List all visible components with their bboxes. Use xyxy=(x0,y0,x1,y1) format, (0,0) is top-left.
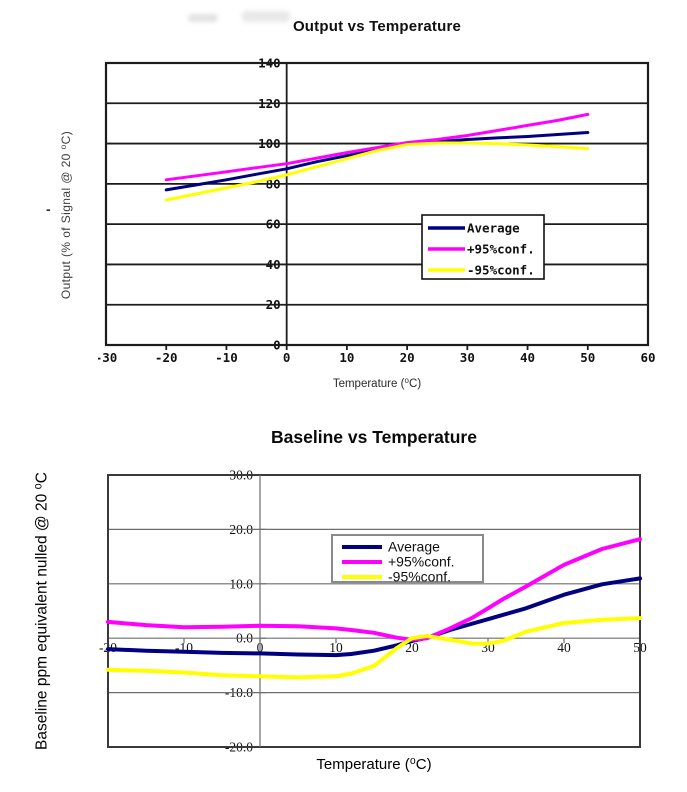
x-tick-label: 30 xyxy=(460,350,475,365)
series-line-average xyxy=(164,131,590,192)
x-tick-label: -10 xyxy=(215,350,238,365)
x-tick-label: 10 xyxy=(339,350,354,365)
y-axis-title: Baseline ppm equivalent nulled @ 20 ⁰C xyxy=(33,472,51,750)
legend-label: +95%conf. xyxy=(388,554,455,570)
scan-artifact xyxy=(242,11,290,22)
scan-artifact xyxy=(188,14,218,22)
x-axis-title: Temperature (⁰C) xyxy=(316,756,432,773)
x-tick-label: 60 xyxy=(640,350,655,365)
series-line-95conf xyxy=(164,141,590,202)
legend-label: Average xyxy=(467,221,520,236)
x-tick-label: -30 xyxy=(98,350,117,365)
y-tick-label: 140 xyxy=(258,58,281,71)
x-tick-label: 10 xyxy=(329,640,343,655)
legend-label: -95%conf. xyxy=(467,263,535,278)
series-line-95conf xyxy=(164,112,590,182)
x-tick-label: -20 xyxy=(155,350,178,365)
plot-area: 30.020.010.00.0-10.0-20.0-20-10010203040… xyxy=(99,468,647,755)
x-tick-label: 20 xyxy=(400,350,415,365)
x-tick-label: 20 xyxy=(405,640,419,655)
legend-label: Average xyxy=(388,539,440,555)
chart-title: Baseline vs Temperature xyxy=(271,427,477,447)
legend-label: -95%conf. xyxy=(388,569,451,585)
series-line-95conf xyxy=(106,537,642,642)
legend-label: +95%conf. xyxy=(467,242,535,257)
x-tick-label: 40 xyxy=(520,350,535,365)
plot-border xyxy=(107,474,641,748)
series-line-95conf xyxy=(106,616,642,680)
x-tick-label: 40 xyxy=(557,640,571,655)
chart-title: Output vs Temperature xyxy=(292,18,462,35)
plot-border xyxy=(104,61,650,347)
x-tick-label: 50 xyxy=(580,350,595,365)
x-axis-title: Temperature (⁰C) xyxy=(332,378,422,390)
y-axis-title: Output (% of Signal @ 20 ⁰C) xyxy=(59,130,73,300)
plot-area: 020406080100120140-30-20-100102030405060… xyxy=(98,58,656,365)
stray-dash: - xyxy=(46,201,51,217)
legend-box xyxy=(331,534,484,583)
x-tick-label: 0 xyxy=(283,350,291,365)
